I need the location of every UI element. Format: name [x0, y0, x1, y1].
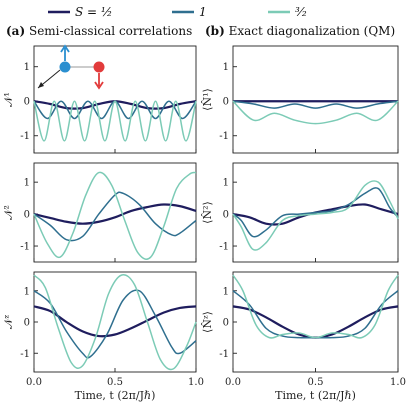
arrow-down-icon [94, 73, 104, 90]
y-tick-label: -1 [20, 242, 30, 253]
y-tick-label: -1 [20, 131, 30, 142]
y-axis-label: ⟨N̂ᶻ⟩ [201, 311, 214, 333]
panels: -1 0 1 𝒩¹ -1 0 1 ⟨N̂¹⟩ -1 0 1 𝒩² -1 0 1 ⟨N̂²⟩ -1 0 1 0.0 0.5… [2, 45, 406, 402]
y-tick-label: 0 [223, 210, 229, 221]
spin-pair-inset [37, 44, 105, 90]
y-tick-label: 0 [24, 97, 30, 108]
spin-down-ball [93, 61, 105, 73]
series-line [232, 100, 399, 109]
y-axis-label: 𝒩¹ [2, 92, 15, 107]
series-line [33, 191, 197, 242]
panel-b2: -1 0 1 ⟨N̂²⟩ [201, 162, 399, 263]
series-line [33, 203, 197, 225]
legend-label: S = ½ [75, 5, 113, 19]
series-line [33, 289, 197, 359]
y-tick-label: 1 [24, 286, 30, 297]
y-axis-label: ⟨N̂²⟩ [201, 201, 214, 224]
panel-a1: -1 0 1 𝒩¹ [2, 45, 197, 154]
y-axis-label: 𝒩ᶻ [2, 315, 15, 330]
plot-frame [33, 271, 197, 373]
plot-frame [232, 271, 399, 373]
plot-frame [33, 162, 197, 263]
series-line [33, 171, 197, 260]
spin-up-ball [59, 61, 71, 73]
series-line [33, 274, 197, 371]
legend: S = ½ 1 ³⁄₂ [48, 5, 307, 19]
y-tick-label: -1 [219, 131, 229, 142]
pointer-arrowhead-icon [38, 82, 44, 88]
panel-a2: -1 0 1 𝒩² [2, 162, 197, 263]
series-line [232, 187, 399, 238]
legend-label: ³⁄₂ [295, 5, 307, 19]
y-tick-label: 0 [24, 318, 30, 329]
plot-frame [232, 45, 399, 154]
y-tick-label: 0 [223, 97, 229, 108]
series-line [33, 100, 197, 142]
arrow-up-icon [60, 44, 70, 61]
x-tick-label: 1.0 [390, 377, 406, 388]
series-line [232, 305, 399, 339]
panel-b3: -1 0 1 0.0 0.5 1.0 ⟨N̂ᶻ⟩ [201, 271, 406, 388]
x-tick-label: 0.5 [308, 377, 324, 388]
y-tick-label: 1 [223, 62, 229, 73]
panel-a3: -1 0 1 0.0 0.5 1.0 𝒩ᶻ [2, 271, 204, 388]
panel-a-title: (a) Semi-classical correlations [6, 24, 192, 38]
series-line [232, 274, 399, 339]
y-axis-label: ⟨N̂¹⟩ [201, 88, 214, 111]
series-line [33, 305, 197, 338]
panel-b-title: (b) Exact diagonalization (QM) [205, 24, 395, 38]
x-tick-label: 0.0 [225, 377, 241, 388]
legend-label: 1 [199, 5, 207, 19]
series-line [232, 180, 399, 251]
y-tick-label: 0 [223, 318, 229, 329]
y-axis-label: 𝒩² [2, 205, 15, 220]
panel-b1: -1 0 1 ⟨N̂¹⟩ [201, 45, 399, 154]
x-tick-label: 0.5 [107, 377, 123, 388]
y-tick-label: -1 [219, 349, 229, 360]
y-tick-label: 1 [223, 178, 229, 189]
x-tick-label: 1.0 [188, 377, 204, 388]
x-tick-label: 0.0 [26, 377, 42, 388]
x-axis-label: Time, t (2π/Jℏ) [275, 389, 356, 402]
plot-frame [33, 45, 197, 154]
y-tick-label: -1 [20, 349, 30, 360]
y-tick-label: 0 [24, 210, 30, 221]
y-tick-label: 1 [223, 286, 229, 297]
series-line [232, 100, 399, 125]
y-tick-label: -1 [219, 242, 229, 253]
y-tick-label: 1 [24, 62, 30, 73]
y-tick-label: 1 [24, 178, 30, 189]
x-axis-label: Time, t (2π/Jℏ) [75, 389, 156, 402]
